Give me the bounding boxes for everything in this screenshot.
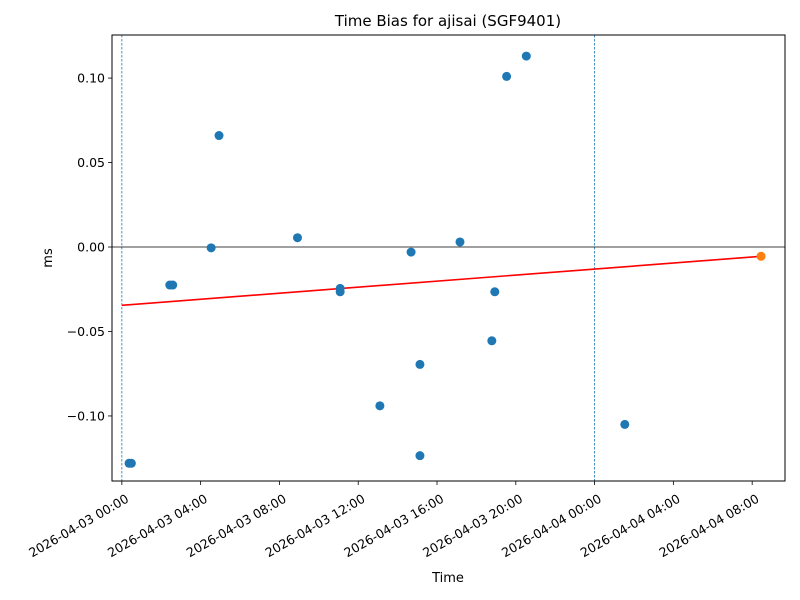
- data-point: [292, 233, 302, 243]
- data-point: [168, 280, 178, 290]
- y-tick-label: −0.05: [67, 324, 105, 339]
- y-tick-label: 0.10: [77, 71, 105, 86]
- highlight-data-point: [756, 251, 766, 261]
- plot-area: [112, 35, 785, 481]
- data-point: [375, 401, 385, 411]
- data-point: [502, 71, 512, 81]
- y-tick-label: −0.10: [67, 408, 105, 423]
- data-point: [415, 451, 425, 461]
- data-point: [521, 51, 531, 61]
- data-point: [214, 131, 224, 141]
- x-axis-label: Time: [431, 571, 464, 586]
- data-point: [455, 237, 465, 247]
- trend-line: [121, 255, 762, 307]
- data-point: [490, 287, 500, 297]
- y-tick-label: 0.00: [77, 240, 105, 255]
- data-point: [620, 419, 630, 429]
- data-point: [206, 243, 216, 253]
- y-axis-label: ms: [41, 248, 56, 268]
- axes-frame: [111, 34, 786, 482]
- data-point: [415, 359, 425, 369]
- data-point: [487, 336, 497, 346]
- data-point: [406, 247, 416, 257]
- chart-title: Time Bias for ajisai (SGF9401): [334, 12, 561, 30]
- data-point: [126, 458, 136, 468]
- data-point: [335, 287, 345, 297]
- y-tick-label: 0.05: [77, 155, 105, 170]
